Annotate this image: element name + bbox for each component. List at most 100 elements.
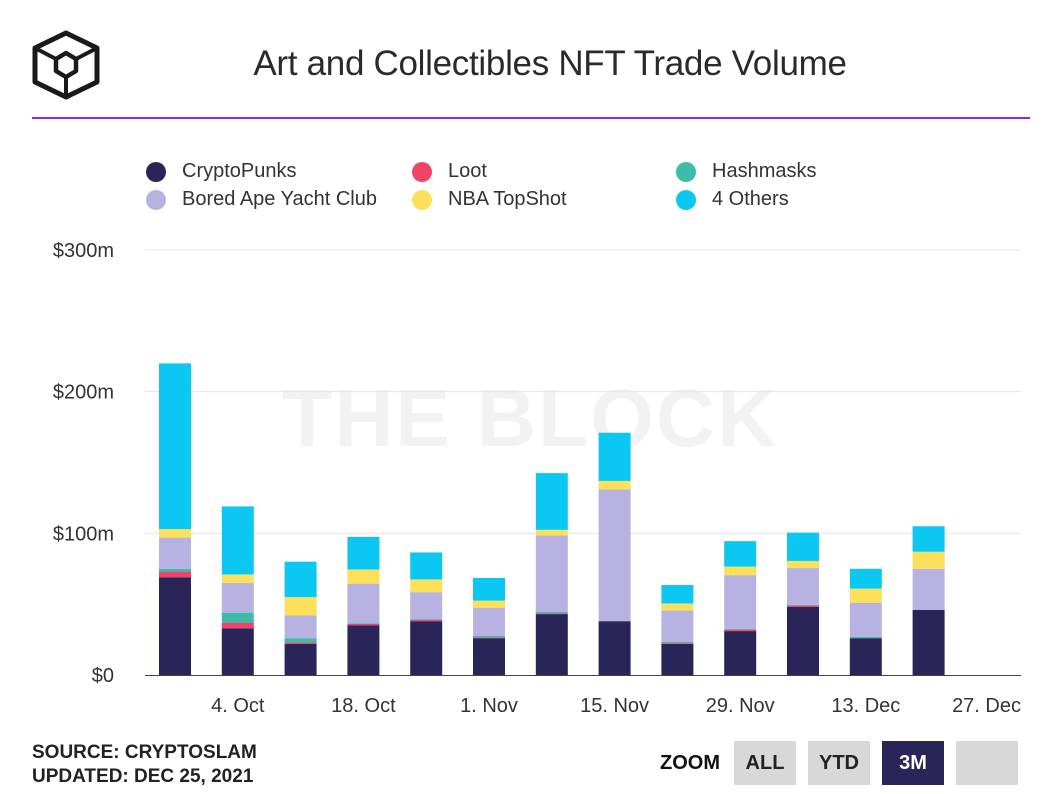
legend-dot-icon [146,161,166,182]
bar-segment [661,643,694,675]
bar-segment [284,597,317,616]
x-tick-label: 29. Nov [706,695,775,717]
x-tick-label: 18. Oct [331,695,396,717]
updated-line: UPDATED: DEC 25, 2021 [32,766,254,787]
bar-segment [473,636,505,638]
bar-segment [284,615,317,639]
bar-segment [912,526,945,552]
bar-segment [159,571,191,578]
bar-segment [535,473,568,530]
bar-segment [787,568,819,605]
bar-segment [221,628,254,675]
source-note: SOURCE: CRYPTOSLAM UPDATED: DEC 25, 2021 [32,741,257,789]
title-divider [32,117,1030,119]
bar-segment [347,624,380,626]
legend-item-bored-ape-yacht-club[interactable]: Bored Ape Yacht Club [146,188,377,211]
bar-segment [284,642,317,644]
x-tick-label: 15. Nov [580,695,649,717]
legend-label: Bored Ape Yacht Club [182,188,377,210]
bar-segment [410,592,443,620]
bar-segment [724,631,757,675]
bar-segment [787,604,819,606]
legend-dot-icon [412,161,432,182]
bar-segment [724,566,757,576]
legend-dot-icon [146,189,166,210]
bar-segment [724,541,757,567]
x-tick-label: 4. Oct [211,695,265,717]
zoom-3m-button[interactable]: 3M [882,741,944,785]
zoom-all-button[interactable]: ALL [734,741,796,785]
zoom-label: ZOOM [660,751,720,774]
bar-segment [661,641,694,644]
bar-segment [661,610,694,642]
bar-segment [535,535,568,612]
bar-segment [473,607,505,637]
bar-segment [347,625,380,675]
bar-segment [159,529,191,538]
legend-item-4-others[interactable]: 4 Others [676,188,789,211]
bar-segment [473,637,505,639]
bar-segment [284,643,317,675]
bar-segment [159,568,191,572]
bar-segment [912,609,945,675]
y-tick-label: $300m [53,240,114,262]
bar-segment [849,588,882,603]
zoom-custom-button[interactable] [956,741,1018,785]
x-tick-label: 13. Dec [831,695,900,717]
bar-segment [849,568,882,589]
bar-segment [724,575,757,629]
legend-dot-icon [676,189,696,210]
legend-item-hashmasks[interactable]: Hashmasks [676,160,816,183]
bar-segment [347,536,380,570]
bar-segment [724,628,757,630]
bar-segment [221,582,254,613]
bar-segment [284,638,317,643]
bar-segment [221,574,254,583]
legend-label: Hashmasks [712,160,817,182]
legend-item-loot[interactable]: Loot [412,160,487,183]
y-tick-label: $0 [92,665,114,687]
bar-segment [598,489,631,622]
legend-label: 4 Others [712,188,789,210]
bar-segment [787,532,819,561]
bar-segment [787,560,819,569]
bar-segment [159,577,191,675]
bar-segment [473,577,505,601]
bar-segment [159,537,191,569]
bar-segment [473,600,505,608]
bar-segment [221,506,254,575]
legend-label: NBA TopShot [448,188,567,210]
bar-segment [473,638,505,675]
bar-segment [849,602,882,637]
bar-segment [347,583,380,624]
bar-segment [598,432,631,481]
bar-segment [410,621,443,675]
cube-logo-icon [32,30,100,100]
bar-segment [787,605,819,607]
bar-segment [410,619,443,622]
legend-item-nba-topshot[interactable]: NBA TopShot [412,188,567,211]
bar-segment [284,561,317,598]
legend-dot-icon [676,161,696,182]
bar-segment [849,638,882,675]
bar-segment [598,621,631,675]
bar-segment [661,643,694,644]
bar-segment [410,552,443,580]
bar-segment [912,551,945,569]
bar-segment [849,636,882,639]
zoom-controls: ZOOM ALL YTD 3M [660,740,1018,786]
bar-segment [787,607,819,675]
bar-segment [724,629,757,632]
bar-segment [912,568,945,610]
x-tick-label: 1. Nov [460,695,518,717]
legend-label: Loot [448,160,487,182]
legend-dot-icon [412,189,432,210]
bar-segment [661,603,694,611]
y-tick-label: $100m [53,523,114,545]
bar-segment [347,569,380,584]
bar-segment [221,622,254,629]
bar-segment [410,579,443,593]
zoom-ytd-button[interactable]: YTD [808,741,870,785]
legend-item-cryptopunks[interactable]: CryptoPunks [146,160,297,183]
